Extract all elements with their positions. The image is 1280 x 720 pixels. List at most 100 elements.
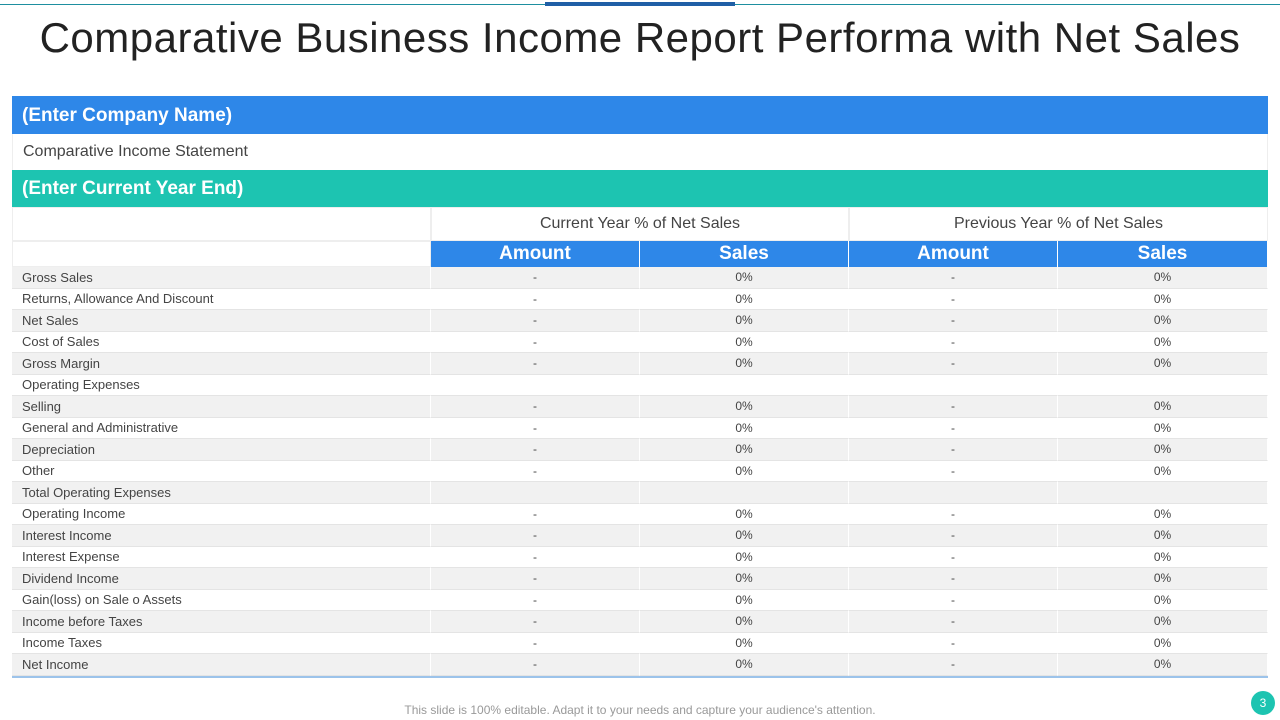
column-header: Sales [640,241,849,267]
row-cell: - [849,439,1058,461]
row-cell: 0% [640,396,849,418]
row-cell: 0% [640,525,849,547]
row-cell: - [431,654,640,676]
row-cell: - [849,525,1058,547]
row-label: Income before Taxes [12,611,431,633]
row-cell: 0% [1058,439,1268,461]
row-cell: - [849,288,1058,310]
row-label: Other [12,460,431,482]
row-cell [431,374,640,396]
row-label: Gross Margin [12,353,431,375]
footer-note: This slide is 100% editable. Adapt it to… [404,703,876,717]
row-cell: - [849,568,1058,590]
header-spacer [12,207,431,241]
row-cell: - [849,503,1058,525]
row-cell: - [431,503,640,525]
company-bar: (Enter Company Name) [12,96,1268,134]
row-cell: 0% [1058,632,1268,654]
row-cell: 0% [640,288,849,310]
row-cell: - [849,546,1058,568]
row-cell: - [431,353,640,375]
row-cell: 0% [1058,654,1268,676]
column-header: Sales [1058,241,1268,267]
row-cell: - [849,353,1058,375]
row-cell: 0% [1058,589,1268,611]
page-number: 3 [1251,691,1275,715]
top-accent [545,2,735,6]
column-header: Amount [849,241,1058,267]
row-label: Depreciation [12,439,431,461]
row-cell: 0% [640,546,849,568]
row-cell: - [431,611,640,633]
row-cell: 0% [640,267,849,289]
row-cell: - [431,396,640,418]
row-cell: - [431,439,640,461]
row-cell: - [849,267,1058,289]
row-cell: - [431,632,640,654]
row-cell [640,482,849,504]
row-cell: 0% [640,589,849,611]
row-cell: - [849,589,1058,611]
row-cell: 0% [640,503,849,525]
year-end-bar: (Enter Current Year End) [12,170,1268,207]
row-label: Returns, Allowance And Discount [12,288,431,310]
row-cell: - [849,632,1058,654]
row-label: Gain(loss) on Sale o Assets [12,589,431,611]
row-cell: - [849,654,1058,676]
row-cell: 0% [1058,460,1268,482]
row-cell: - [849,331,1058,353]
row-cell: 0% [1058,353,1268,375]
row-cell: 0% [1058,417,1268,439]
row-label: Interest Expense [12,546,431,568]
row-label: Income Taxes [12,632,431,654]
row-cell: 0% [640,632,849,654]
row-cell [1058,374,1268,396]
row-label: General and Administrative [12,417,431,439]
row-cell: 0% [1058,331,1268,353]
row-cell: 0% [640,460,849,482]
row-cell [849,374,1058,396]
row-cell: 0% [640,611,849,633]
row-cell: - [849,396,1058,418]
row-cell: 0% [1058,568,1268,590]
row-label: Operating Expenses [12,374,431,396]
row-label: Gross Sales [12,267,431,289]
row-cell: 0% [1058,310,1268,332]
group-header: Current Year % of Net Sales [431,207,849,241]
row-label: Net Income [12,654,431,676]
row-cell: 0% [1058,546,1268,568]
row-label: Total Operating Expenses [12,482,431,504]
row-cell: - [849,460,1058,482]
row-cell: 0% [640,331,849,353]
row-cell: 0% [1058,288,1268,310]
row-label: Selling [12,396,431,418]
row-label: Interest Income [12,525,431,547]
row-cell: 0% [640,568,849,590]
row-cell: 0% [1058,267,1268,289]
row-cell: 0% [640,654,849,676]
column-header: Amount [431,241,640,267]
row-cell: - [431,589,640,611]
row-cell: 0% [640,353,849,375]
row-label: Dividend Income [12,568,431,590]
row-cell: - [431,331,640,353]
row-cell: 0% [640,439,849,461]
row-cell: - [431,568,640,590]
row-cell: 0% [1058,611,1268,633]
row-cell [431,482,640,504]
group-header: Previous Year % of Net Sales [849,207,1268,241]
row-cell: 0% [1058,396,1268,418]
row-label: Net Sales [12,310,431,332]
row-cell: - [849,310,1058,332]
row-cell: - [849,417,1058,439]
row-cell: - [431,417,640,439]
row-cell: - [431,546,640,568]
header-spacer [12,241,431,267]
row-cell: - [431,310,640,332]
row-cell: 0% [640,310,849,332]
row-cell [640,374,849,396]
row-cell: - [849,611,1058,633]
statement-label: Comparative Income Statement [12,134,1268,170]
